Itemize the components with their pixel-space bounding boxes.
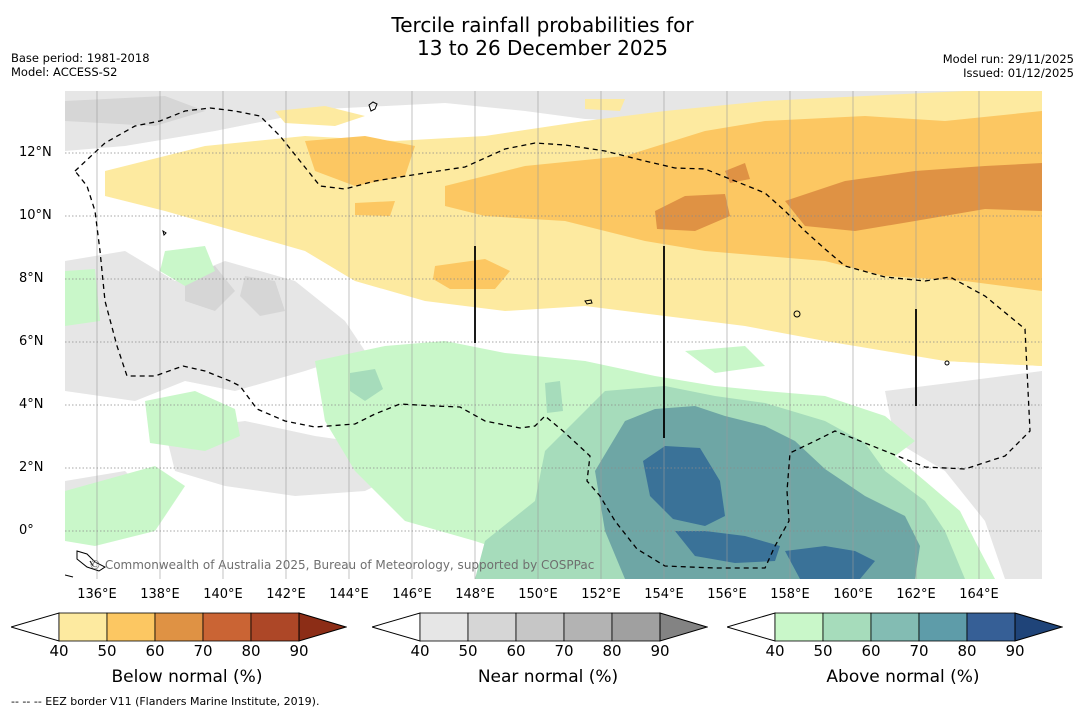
colorbar-max-arrow (659, 612, 708, 642)
colorbar-tick: 90 (650, 642, 670, 660)
colorbar-tick: 70 (193, 642, 213, 660)
lon-label: 162°E (896, 587, 936, 602)
colorbar-min-arrow (727, 612, 776, 642)
lat-label: 8°N (19, 271, 44, 286)
issued-date: Issued: 01/12/2025 (963, 66, 1074, 80)
lat-label: 0° (19, 523, 34, 538)
colorbar-tick: 50 (458, 642, 478, 660)
lon-label: 160°E (833, 587, 873, 602)
title-line-1: Tercile rainfall probabilities for (391, 13, 694, 37)
lon-label: 158°E (770, 587, 810, 602)
colorbar-tick: 60 (506, 642, 526, 660)
lat-label: 4°N (19, 397, 44, 412)
lon-label: 144°E (329, 587, 369, 602)
colorbar-tick: 70 (909, 642, 929, 660)
credit-text: © Commonwealth of Australia 2025, Bureau… (89, 558, 595, 572)
lon-label: 148°E (455, 587, 495, 602)
colorbar-tick: 70 (554, 642, 574, 660)
colorbar-segment (822, 612, 872, 642)
colorbar (372, 612, 708, 642)
colorbar-segment (966, 612, 1016, 642)
colorbar (11, 612, 347, 642)
colorbar-segment (419, 612, 469, 642)
lon-label: 138°E (140, 587, 180, 602)
colorbar-segment (154, 612, 204, 642)
colorbar-segment (563, 612, 613, 642)
lon-label: 140°E (203, 587, 243, 602)
colorbar-segment (202, 612, 252, 642)
colorbar-segment (611, 612, 661, 642)
colorbar-segment (774, 612, 824, 642)
colorbar-segment (870, 612, 920, 642)
probability-map[interactable]: © Commonwealth of Australia 2025, Bureau… (65, 91, 1042, 579)
lon-label: 136°E (77, 587, 117, 602)
colorbar-segment (918, 612, 968, 642)
colorbar-tick: 90 (1005, 642, 1025, 660)
base-period: Base period: 1981-2018 (11, 51, 150, 65)
colorbar-max-arrow (1014, 612, 1063, 642)
colorbar-tick: 50 (97, 642, 117, 660)
colorbar-segment (58, 612, 108, 642)
below-normal-60-70 (655, 163, 1042, 231)
colorbar-min-arrow (372, 612, 421, 642)
near-normal-region-east (885, 371, 1042, 579)
lon-label: 154°E (644, 587, 684, 602)
colorbar-tick: 40 (49, 642, 69, 660)
lon-label: 156°E (707, 587, 747, 602)
below-normal-50-60 (305, 111, 1042, 291)
colorbar-segment (515, 612, 565, 642)
colorbar-tick: 60 (145, 642, 165, 660)
colorbar-segment (250, 612, 300, 642)
title-line-2: 13 to 26 December 2025 (416, 36, 668, 60)
colorbar-tick: 80 (241, 642, 261, 660)
colorbar-tick: 80 (957, 642, 977, 660)
lon-label: 152°E (581, 587, 621, 602)
colorbar (727, 612, 1063, 642)
above-normal-70-80 (643, 446, 875, 579)
meta-right: Model run: 29/11/2025 Issued: 01/12/2025 (943, 52, 1074, 80)
lat-label: 2°N (19, 460, 44, 475)
colorbar-title: Above normal (%) (826, 667, 980, 687)
colorbar-tick: 40 (410, 642, 430, 660)
map-title: Tercile rainfall probabilities for 13 to… (0, 14, 1085, 60)
lat-label: 6°N (19, 334, 44, 349)
colorbar-title: Below normal (%) (111, 667, 263, 687)
lon-label: 164°E (959, 587, 999, 602)
model-name: Model: ACCESS-S2 (11, 65, 118, 79)
model-run: Model run: 29/11/2025 (942, 52, 1074, 66)
map-canvas (65, 91, 1042, 579)
near-normal-region-west (65, 251, 365, 401)
colorbar-title: Near normal (%) (477, 667, 619, 687)
lon-label: 150°E (518, 587, 558, 602)
lon-label: 142°E (266, 587, 306, 602)
lat-label: 12°N (19, 145, 52, 160)
eez-footnote: -- -- -- EEZ border V11 (Flanders Marine… (11, 695, 320, 708)
colorbar-segment (467, 612, 517, 642)
colorbar-tick: 40 (765, 642, 785, 660)
colorbar-segment (106, 612, 156, 642)
islands (65, 101, 950, 578)
colorbar-tick: 60 (861, 642, 881, 660)
lat-label: 10°N (19, 208, 52, 223)
colorbar-tick: 50 (813, 642, 833, 660)
colorbar-max-arrow (298, 612, 347, 642)
meta-left: Base period: 1981-2018 Model: ACCESS-S2 (11, 51, 150, 79)
colorbar-tick: 90 (289, 642, 309, 660)
colorbar-tick: 80 (602, 642, 622, 660)
lon-label: 146°E (392, 587, 432, 602)
colorbar-min-arrow (11, 612, 60, 642)
